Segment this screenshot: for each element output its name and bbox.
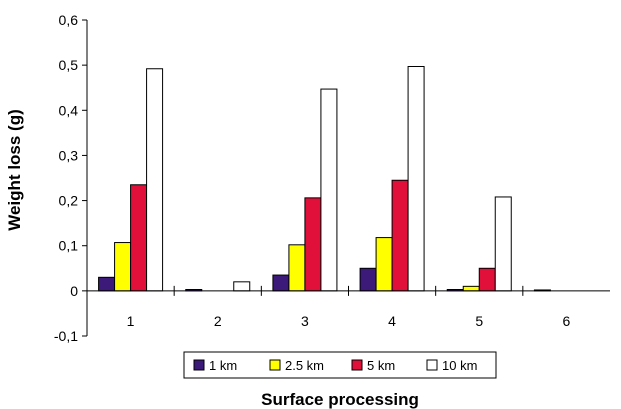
bar-series — [98, 65, 551, 292]
bar-10-km-cat-1 — [146, 68, 164, 292]
bar-2-5-km-cat-1 — [114, 242, 132, 292]
y-tick-label: 0 — [70, 283, 78, 299]
legend-label: 1 km — [209, 358, 237, 373]
bar-5-km-cat-3 — [304, 197, 322, 292]
legend-box — [183, 351, 497, 379]
y-axis-ticks: -0,1 0 0,1 0,2 0,3 0,4 0,5 0,6 — [54, 12, 87, 344]
x-tick-label: 2 — [214, 313, 222, 329]
legend-swatch — [351, 359, 363, 371]
bar-2-5-km-cat-3 — [288, 244, 306, 292]
y-tick-label: 0,3 — [59, 147, 79, 163]
bar-10-km-cat-5 — [494, 196, 512, 292]
y-tick-label: -0,1 — [54, 328, 78, 344]
bar-1-km-cat-4 — [359, 267, 377, 292]
bar-1-km-cat-3 — [272, 274, 290, 292]
y-tick-label: 0,2 — [59, 193, 79, 209]
y-tick-label: 0,4 — [59, 102, 79, 118]
x-axis-tick-labels: 1 2 3 4 5 6 — [127, 313, 571, 329]
bar-10-km-cat-3 — [320, 88, 338, 292]
y-axis-title: Weight loss (g) — [5, 109, 24, 231]
x-tick-label: 6 — [563, 313, 571, 329]
legend-swatch — [426, 359, 438, 371]
x-tick-label: 4 — [388, 313, 396, 329]
legend-label: 2.5 km — [285, 358, 324, 373]
legend-swatch — [269, 359, 281, 371]
y-tick-label: 0,1 — [59, 238, 79, 254]
legend-swatch — [193, 359, 205, 371]
x-tick-label: 5 — [475, 313, 483, 329]
bar-1-km-cat-1 — [98, 276, 116, 292]
x-tick-label: 1 — [127, 313, 135, 329]
bar-5-km-cat-1 — [130, 184, 148, 292]
bar-2-5-km-cat-4 — [375, 237, 393, 292]
x-axis-title: Surface processing — [261, 390, 419, 409]
bar-10-km-cat-2 — [233, 281, 251, 292]
bar-10-km-cat-4 — [407, 65, 425, 292]
legend-label: 10 km — [442, 358, 477, 373]
bar-5-km-cat-4 — [391, 179, 409, 292]
bar-2-5-km-cat-5 — [462, 285, 480, 292]
bar-5-km-cat-5 — [478, 267, 496, 292]
x-tick-label: 3 — [301, 313, 309, 329]
axes — [86, 20, 610, 336]
y-tick-label: 0,6 — [59, 12, 79, 28]
legend-label: 5 km — [367, 358, 395, 373]
y-tick-label: 0,5 — [59, 57, 79, 73]
legend: 1 km 2.5 km 5 km 10 km — [183, 351, 497, 379]
